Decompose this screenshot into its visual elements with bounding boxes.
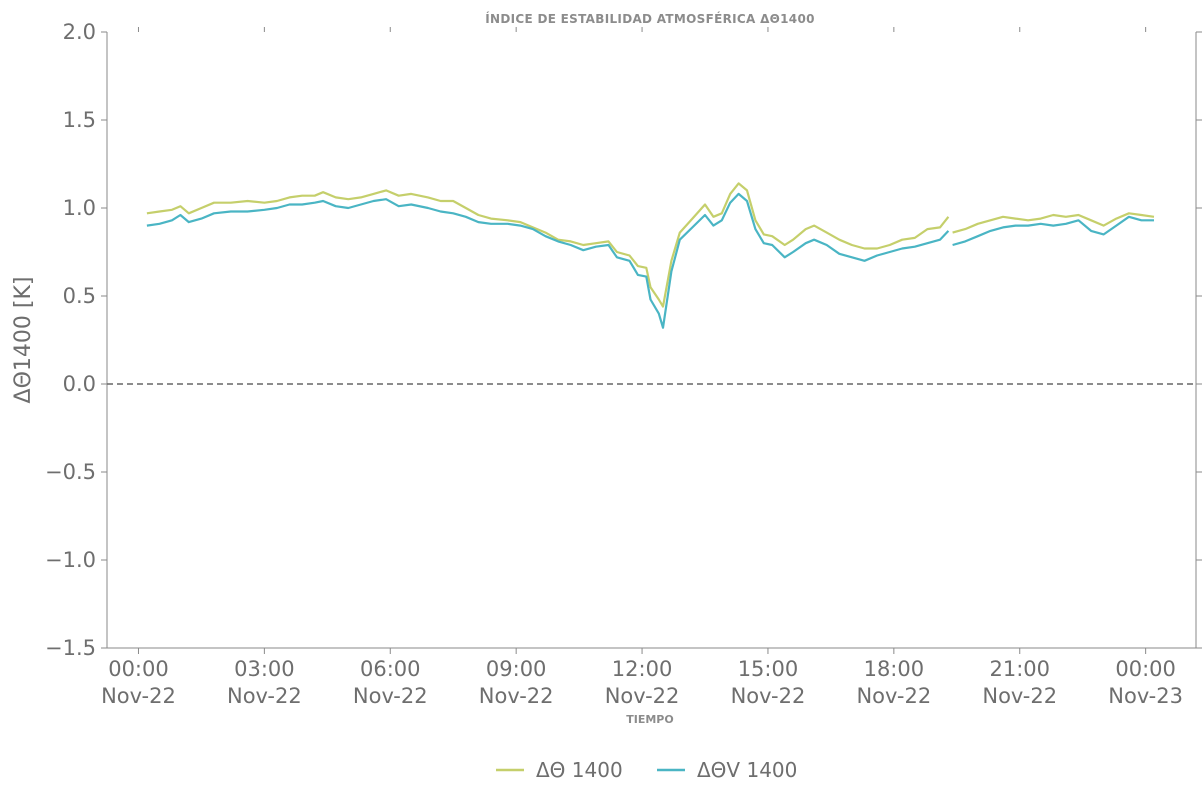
x-tick-time: 00:00 <box>108 657 169 681</box>
y-tick-label: 1.5 <box>63 108 96 132</box>
x-tick-time: 03:00 <box>234 657 295 681</box>
y-ticks: −1.5 −1.0 −0.5 0.0 0.5 1.0 1.5 2.0 <box>45 20 1202 660</box>
y-tick-label: 1.0 <box>63 196 96 220</box>
y-tick-label: −1.5 <box>45 636 96 660</box>
x-tick-time: 21:00 <box>989 657 1050 681</box>
legend: ΔΘ 1400 ΔΘV 1400 <box>496 758 797 782</box>
x-tick-time: 00:00 <box>1115 657 1176 681</box>
plot-area: −1.5−1.0−0.50.00.51.01.52.0 00:00Nov-220… <box>45 20 1202 708</box>
legend-label-0: ΔΘ 1400 <box>536 758 623 782</box>
x-ticks: 00:00 Nov-22 03:00 Nov-22 06:00 Nov-22 09:00 No… <box>101 27 1183 708</box>
y-axis-label: ΔΘ1400 [K] <box>11 277 36 404</box>
x-tick-date: Nov-22 <box>479 684 554 708</box>
series-line-1-segment-1 <box>952 215 1154 247</box>
x-tick-date: Nov-23 <box>1108 684 1183 708</box>
x-tick-time: 12:00 <box>612 657 673 681</box>
series-group <box>146 182 1155 329</box>
legend-label-1: ΔΘV 1400 <box>697 758 797 782</box>
x-tick-date: Nov-22 <box>353 684 428 708</box>
x-tick-time: 15:00 <box>738 657 799 681</box>
series-line-0-segment-1 <box>952 212 1155 234</box>
y-tick-label: 0.5 <box>63 284 96 308</box>
x-tick-time: 18:00 <box>864 657 925 681</box>
x-tick-date: Nov-22 <box>101 684 176 708</box>
x-tick-time: 09:00 <box>486 657 547 681</box>
x-tick-date: Nov-22 <box>982 684 1057 708</box>
x-tick-date: Nov-22 <box>227 684 302 708</box>
y-tick-label: 2.0 <box>63 20 96 44</box>
series-line-0-segment-0 <box>146 182 950 308</box>
x-tick-date: Nov-22 <box>731 684 806 708</box>
x-tick-time: 06:00 <box>360 657 421 681</box>
x-tick-date: Nov-22 <box>856 684 931 708</box>
y-tick-label: 0.0 <box>63 372 96 396</box>
x-tick-date: Nov-22 <box>605 684 680 708</box>
y-tick-label: −0.5 <box>45 460 96 484</box>
y-tick-label: −1.0 <box>45 548 96 572</box>
x-axis-label: TIEMPO <box>626 713 673 726</box>
chart-title: ÍNDICE DE ESTABILIDAD ATMOSFÉRICA ΔΘ1400 <box>485 11 815 26</box>
series-line-1-segment-0 <box>146 192 950 329</box>
